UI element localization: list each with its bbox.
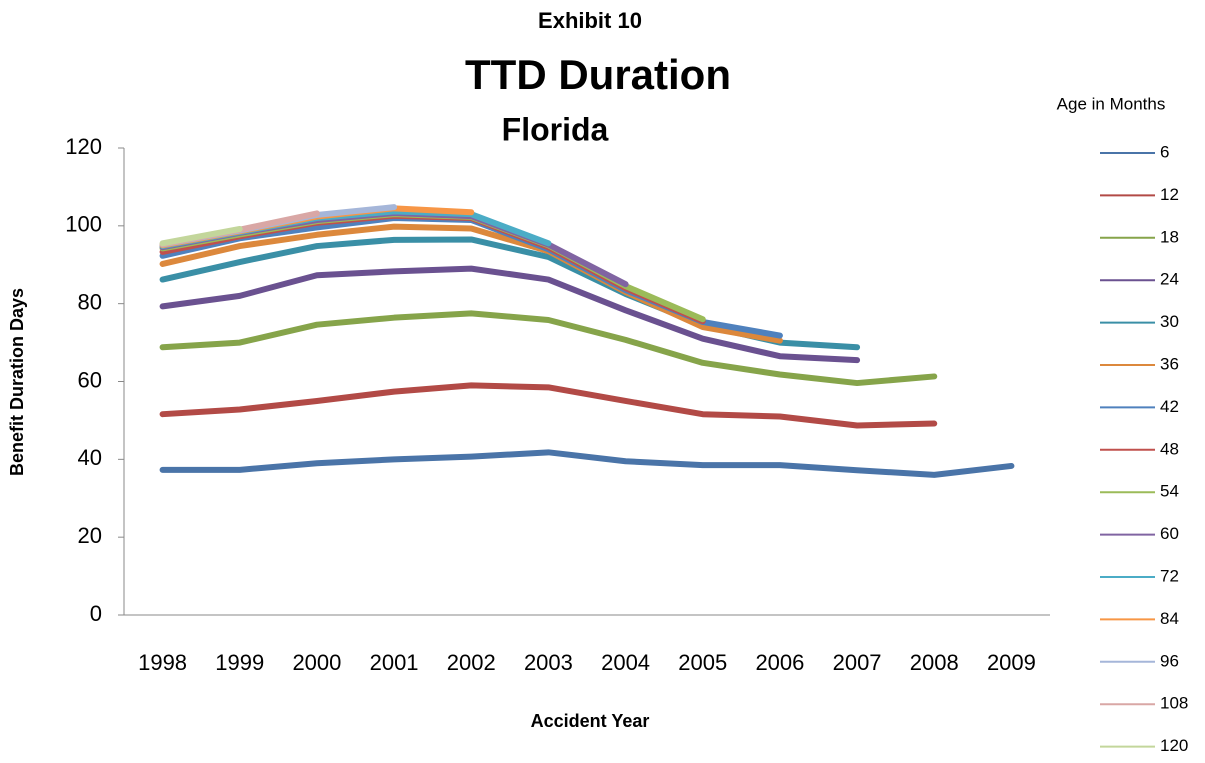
x-axis-label: Accident Year bbox=[531, 711, 650, 731]
series-line bbox=[159, 382, 938, 429]
y-axis-label: Benefit Duration Days bbox=[7, 288, 27, 476]
legend-label: 54 bbox=[1160, 482, 1179, 501]
series-line bbox=[159, 225, 243, 247]
x-tick-label: 2004 bbox=[601, 650, 650, 675]
legend-label: 96 bbox=[1160, 651, 1179, 670]
legend-label: 60 bbox=[1160, 524, 1179, 543]
legend-label: 36 bbox=[1160, 354, 1179, 373]
y-tick-label: 40 bbox=[78, 445, 102, 470]
legend-label: 6 bbox=[1160, 142, 1169, 161]
supertitle: Exhibit 10 bbox=[538, 8, 642, 33]
legend-label: 72 bbox=[1160, 566, 1179, 585]
x-tick-label: 2009 bbox=[987, 650, 1036, 675]
chart-title: TTD Duration bbox=[465, 51, 731, 98]
x-tick-label: 2005 bbox=[678, 650, 727, 675]
x-tick-label: 2006 bbox=[755, 650, 804, 675]
legend-label: 42 bbox=[1160, 397, 1179, 416]
x-tick-label: 2002 bbox=[447, 650, 496, 675]
legend-label: 24 bbox=[1160, 270, 1179, 289]
y-tick-label: 0 bbox=[90, 601, 102, 626]
legend-label: 12 bbox=[1160, 185, 1179, 204]
x-tick-label: 2008 bbox=[910, 650, 959, 675]
x-tick-label: 1999 bbox=[215, 650, 264, 675]
legend-label: 48 bbox=[1160, 439, 1179, 458]
y-tick-label: 80 bbox=[78, 289, 102, 314]
legend-label: 120 bbox=[1160, 736, 1188, 755]
y-tick-label: 20 bbox=[78, 523, 102, 548]
y-tick-label: 100 bbox=[65, 212, 102, 237]
y-tick-label: 60 bbox=[78, 367, 102, 392]
legend-label: 30 bbox=[1160, 312, 1179, 331]
subtitle: Florida bbox=[502, 111, 609, 147]
series-line bbox=[159, 449, 1015, 478]
x-tick-label: 2000 bbox=[292, 650, 341, 675]
legend-title: Age in Months bbox=[1057, 94, 1166, 113]
x-tick-label: 2003 bbox=[524, 650, 573, 675]
legend-label: 84 bbox=[1160, 609, 1179, 628]
series-line bbox=[159, 223, 783, 344]
x-tick-label: 2001 bbox=[370, 650, 419, 675]
series-line bbox=[159, 310, 938, 387]
series-line bbox=[159, 265, 861, 364]
x-tick-label: 1998 bbox=[138, 650, 187, 675]
x-tick-label: 2007 bbox=[833, 650, 882, 675]
legend-label: 108 bbox=[1160, 694, 1188, 713]
y-tick-label: 120 bbox=[65, 134, 102, 159]
legend-label: 18 bbox=[1160, 227, 1179, 246]
